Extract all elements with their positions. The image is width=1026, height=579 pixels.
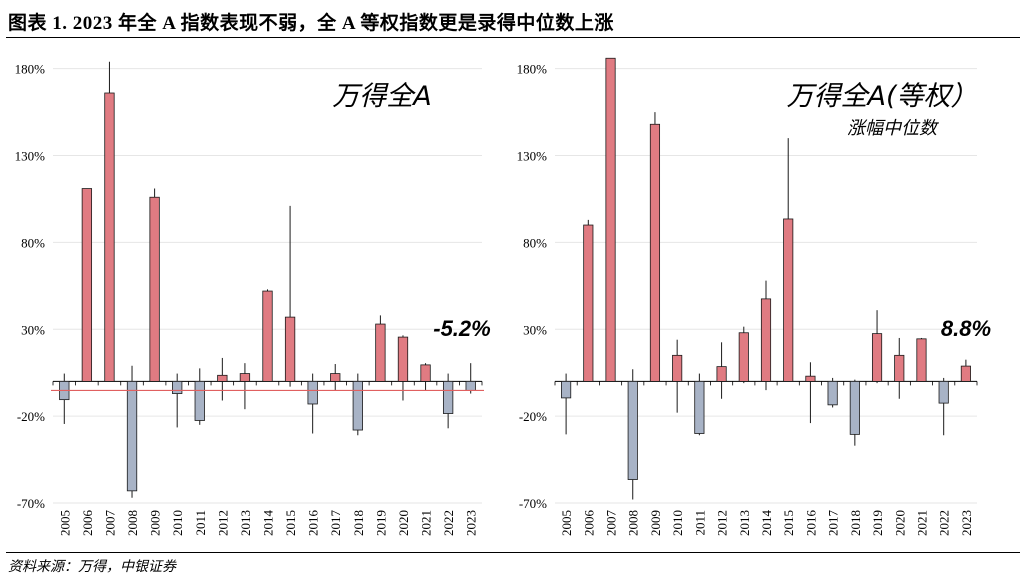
chart-title: 万得全A	[332, 81, 431, 112]
x-tick-label: 2013	[238, 510, 253, 536]
bar	[561, 380, 572, 399]
bar	[104, 92, 115, 382]
bar	[849, 380, 860, 435]
y-tick-label: 30%	[523, 322, 547, 337]
x-tick-label: 2012	[215, 510, 230, 536]
figure-title: 图表 1. 2023 年全 A 指数表现不弱，全 A 等权指数更是录得中位数上涨	[8, 13, 614, 34]
x-tick-label: 2005	[57, 510, 72, 536]
x-tick-label: 2016	[803, 510, 818, 537]
x-tick-label: 2017	[328, 510, 343, 537]
bar	[716, 366, 727, 382]
bar	[805, 375, 816, 382]
bar	[172, 380, 183, 394]
y-tick-label: 30%	[21, 322, 45, 337]
y-tick-label: 130%	[15, 149, 46, 164]
x-tick-label: 2010	[670, 510, 685, 536]
y-tick-label: 130%	[517, 149, 548, 164]
bar	[330, 373, 341, 382]
x-tick-label: 2008	[626, 510, 641, 536]
figure-header: 图表 1. 2023 年全 A 指数表现不弱，全 A 等权指数更是录得中位数上涨	[6, 4, 1020, 38]
y-tick-label: -20%	[17, 409, 45, 424]
x-tick-label: 2011	[692, 510, 707, 536]
x-tick-label: 2022	[937, 510, 952, 536]
bar	[284, 316, 296, 382]
chart-subtitle: 涨幅中位数	[847, 118, 939, 139]
x-tick-label: 2009	[648, 510, 663, 536]
bar	[194, 380, 205, 421]
x-tick-label: 2018	[351, 510, 366, 536]
bar	[627, 380, 638, 480]
y-tick-label: 180%	[517, 62, 548, 77]
x-tick-label: 2020	[396, 510, 411, 536]
x-tick-label: 2010	[170, 510, 185, 536]
bar	[442, 380, 454, 414]
bar	[894, 354, 905, 382]
bar	[583, 224, 594, 382]
chart-wind-all-a-equal-weight: -70% -20% 30% 80% 130% 180% 2005 2006 2007 2008 20…	[517, 57, 991, 537]
x-tick-label: 2008	[125, 510, 140, 536]
bar	[783, 218, 794, 382]
bar	[217, 374, 228, 382]
x-tick-label: 2016	[306, 510, 321, 537]
x-tick-label: 2020	[892, 510, 907, 536]
bar	[375, 323, 386, 382]
y-tick-label: 180%	[15, 62, 46, 77]
x-tick-label: 2019	[373, 510, 388, 536]
x-tick-label: 2013	[737, 510, 752, 536]
x-tick-label: 2007	[102, 510, 117, 537]
bar	[81, 188, 93, 382]
x-tick-label: 2021	[914, 510, 929, 536]
x-tick-label: 2023	[959, 510, 974, 536]
bar	[871, 333, 883, 382]
bar	[672, 354, 683, 382]
bar	[149, 196, 160, 382]
bar	[262, 290, 273, 382]
source-note: 资料来源：万得，中银证券	[8, 560, 176, 575]
x-tick-label: 2018	[848, 510, 863, 536]
x-tick-label: 2015	[781, 510, 796, 536]
x-tick-label: 2007	[604, 510, 619, 537]
x-tick-label: 2009	[148, 510, 163, 536]
y-tick-label: 80%	[21, 235, 45, 250]
bar	[694, 380, 705, 434]
footer-rule	[6, 552, 1020, 553]
x-tick-label: 2012	[715, 510, 730, 536]
bar	[738, 332, 749, 382]
bar	[465, 380, 476, 391]
bar	[352, 380, 363, 431]
x-tick-label: 2023	[464, 510, 479, 536]
x-tick-label: 2006	[581, 510, 596, 537]
y-tick-label: -20%	[519, 409, 547, 424]
y-tick-label: 80%	[523, 235, 547, 250]
y-tick-label: -70%	[519, 496, 547, 511]
x-tick-label: 2014	[759, 510, 774, 537]
x-tick-label: 2006	[80, 510, 95, 537]
value-annotation: 8.8%	[941, 316, 991, 341]
x-tick-label: 2014	[261, 510, 276, 537]
bar	[960, 365, 971, 382]
bar	[397, 336, 409, 382]
x-tick-label: 2019	[870, 510, 885, 536]
value-annotation: -5.2%	[433, 316, 490, 341]
x-tick-label: 2022	[441, 510, 456, 536]
bar	[916, 338, 927, 382]
x-tick-label: 2011	[193, 510, 208, 536]
bar	[239, 373, 251, 382]
bar	[649, 123, 661, 382]
bar	[126, 380, 138, 492]
bar	[605, 57, 616, 382]
x-tick-label: 2017	[826, 510, 841, 537]
bar	[760, 298, 772, 382]
x-tick-label: 2015	[283, 510, 298, 536]
x-tick-label: 2021	[419, 510, 434, 536]
x-tick-label: 2005	[559, 510, 574, 536]
bar	[420, 364, 431, 382]
chart-title: 万得全A(等权）	[786, 81, 977, 112]
bar	[938, 380, 949, 404]
bar	[307, 380, 318, 405]
chart-wind-all-a: -70% -20% 30% 80% 130% 180% 2005 2006 2007 2008 20…	[15, 62, 491, 537]
bar	[827, 380, 838, 406]
y-tick-label: -70%	[17, 496, 45, 511]
